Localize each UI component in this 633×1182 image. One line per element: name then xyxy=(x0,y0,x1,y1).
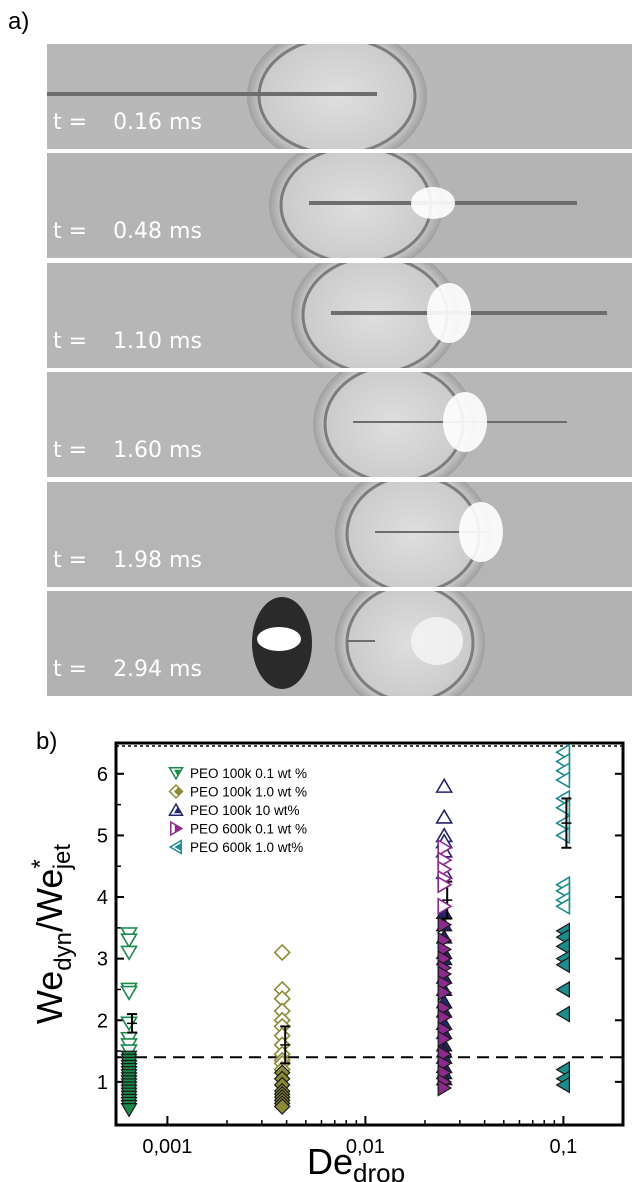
data-point xyxy=(120,985,138,1001)
data-point xyxy=(437,1030,453,1048)
panel-b-label: b) xyxy=(36,728,58,755)
data-point xyxy=(555,1005,570,1023)
data-point xyxy=(555,1076,570,1094)
frame-timestamp: t = 1.60 ms xyxy=(53,438,202,463)
plot-frame xyxy=(114,741,625,1127)
data-point xyxy=(555,956,570,974)
legend-marker-fill xyxy=(174,787,182,796)
timestamp-value: 1.10 ms xyxy=(113,328,202,354)
legend-label: PEO 100k 0.1 wt % xyxy=(190,766,307,781)
data-point xyxy=(273,1098,291,1115)
legend-marker-fill xyxy=(174,769,182,777)
data-point xyxy=(555,897,571,916)
data-point xyxy=(120,1102,138,1118)
legend-marker-fill xyxy=(174,806,182,814)
frame-timestamp: t = 1.10 ms xyxy=(53,329,202,354)
data-point xyxy=(435,777,454,793)
frame-timestamp: t = 1.98 ms xyxy=(53,548,202,573)
data-point xyxy=(437,897,453,916)
legend-label: PEO 600k 0.1 wt % xyxy=(190,822,307,837)
x-axis-label: Dedrop xyxy=(307,1141,405,1182)
x-tick-label: 0,1 xyxy=(549,1136,577,1158)
y-tick-label: 5 xyxy=(97,825,108,847)
data-point xyxy=(437,838,453,857)
legend-label: PEO 100k 1.0 wt % xyxy=(190,785,307,800)
timestamp-value: 0.16 ms xyxy=(113,110,202,135)
y-tick-label: 2 xyxy=(97,1010,108,1032)
y-tick-label: 1 xyxy=(97,1072,108,1094)
video-frame: t = 1.98 ms xyxy=(47,481,632,587)
data-point xyxy=(437,1079,453,1097)
x-tick-label: 0,01 xyxy=(346,1136,385,1158)
frame-timestamp: t = 0.16 ms xyxy=(53,110,202,135)
data-point xyxy=(555,771,571,789)
timestamp-value: 2.94 ms xyxy=(113,657,202,682)
data-point xyxy=(435,808,454,824)
legend-label: PEO 100k 10 wt% xyxy=(190,803,300,818)
video-frame: t = 1.10 ms xyxy=(47,262,632,368)
timestamp-prefix: t = xyxy=(53,547,88,573)
video-frame: t = 2.94 ms xyxy=(47,591,632,696)
y-axis-label: Wedyn/We*jet xyxy=(27,844,77,1024)
timestamp-value: 1.60 ms xyxy=(113,438,202,464)
data-point xyxy=(437,916,453,934)
high-speed-frame-sequence: t = 0.16 ms t = 0.48 ms t = 1.10 ms t = 1.60 ms… xyxy=(47,44,632,696)
y-tick-label: 3 xyxy=(97,949,108,971)
timestamp-prefix: t = xyxy=(53,657,88,682)
video-frame: t = 0.16 ms xyxy=(47,44,632,149)
data-point xyxy=(120,945,138,961)
timestamp-prefix: t = xyxy=(53,328,88,354)
data-point xyxy=(120,933,138,949)
timestamp-value: 1.98 ms xyxy=(113,547,202,573)
timestamp-prefix: t = xyxy=(53,219,88,245)
data-point xyxy=(273,943,291,962)
legend-marker-fill xyxy=(174,843,182,851)
legend-label: PEO 600k 1.0 wt% xyxy=(190,840,303,855)
legend-marker-fill xyxy=(174,824,182,833)
timestamp-prefix: t = xyxy=(53,438,88,464)
data-point xyxy=(437,1008,453,1026)
y-tick-label: 4 xyxy=(97,887,108,909)
legend: PEO 100k 0.1 wt % PEO 100k 1.0 wt % PEO 10… xyxy=(168,766,307,855)
y-tick-label: 6 xyxy=(97,764,108,786)
panel-a-label: a) xyxy=(8,8,30,35)
data-point xyxy=(437,983,453,1002)
video-frame: t = 0.48 ms xyxy=(47,153,632,259)
x-tick-label: 0,001 xyxy=(142,1136,192,1158)
video-frame: t = 1.60 ms xyxy=(47,372,632,478)
data-point xyxy=(555,980,570,999)
data-point xyxy=(437,875,453,894)
timestamp-value: 0.48 ms xyxy=(113,219,202,245)
frame-timestamp: t = 2.94 ms xyxy=(53,657,202,682)
data-point xyxy=(555,937,570,955)
timestamp-prefix: t = xyxy=(53,110,88,135)
frame-timestamp: t = 0.48 ms xyxy=(53,219,202,244)
